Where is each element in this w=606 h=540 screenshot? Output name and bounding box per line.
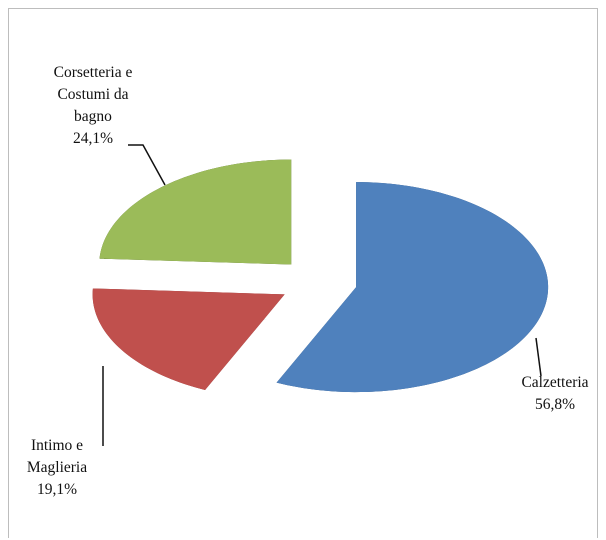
slice xyxy=(99,159,292,265)
leader-line xyxy=(535,337,542,377)
value-label: 24,1% xyxy=(72,130,114,147)
value-label: 19,1% xyxy=(36,481,78,498)
chart-frame xyxy=(8,8,598,538)
data-label: Calzetteria 56,8% xyxy=(505,372,605,416)
category-label: Intimo e Maglieria xyxy=(26,437,88,476)
category-label: Corsetteria e Costumi da bagno xyxy=(53,64,133,125)
data-label: Intimo e Maglieria 19,1% xyxy=(12,435,102,501)
category-label: Calzetteria xyxy=(521,374,589,391)
value-label: 56,8% xyxy=(534,396,576,413)
slice xyxy=(276,182,549,393)
slice xyxy=(92,288,285,390)
data-label: Corsetteria e Costumi da bagno 24,1% xyxy=(38,62,148,150)
leader-line xyxy=(128,144,166,186)
